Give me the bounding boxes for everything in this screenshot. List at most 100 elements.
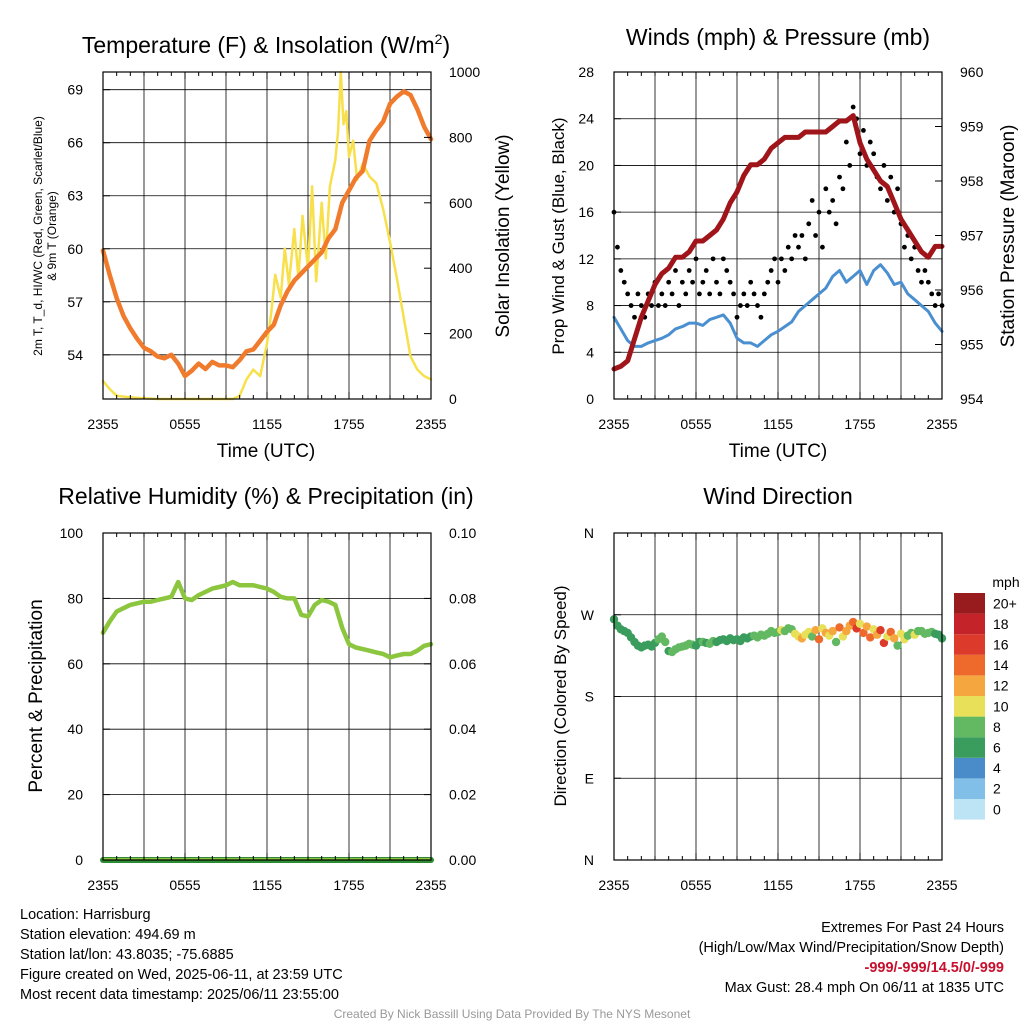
y-tick-label: 54 [67,347,83,363]
gust-point [936,291,941,297]
winds-panel: Winds (mph) & Pressure (mb) 2355 0555 1155… [549,24,1019,462]
y2-tick-label: 960 [960,64,984,80]
colorbar-label: 8 [993,719,1001,735]
gust-point [908,256,914,262]
colorbar-swatch [954,696,985,717]
temperature-ticks: 2355 0555 1155 1755 2355 54 57 60 63 66 69 0 200 400 6… [67,64,480,432]
gust-point [878,186,883,192]
y-tick-label: 20 [67,787,83,803]
gust-point [857,151,863,157]
gust-point [741,291,747,297]
solar-ylabel: Solar Insolation (Yellow) [493,134,514,337]
max-gust-text: Max Gust: 28.4 mph On 06/11 at 1835 UTC [724,980,1004,996]
x-tick-label: 1155 [252,416,282,432]
gust-point [881,163,887,168]
direction-point [859,628,868,638]
gust-point [703,268,709,273]
gust-point [932,303,938,308]
y-tick-label: N [584,525,594,541]
humidity-grid [103,533,431,860]
direction-panel-title: Wind Direction [703,483,853,509]
x-tick-label: 1155 [252,877,282,893]
gust-point [847,163,853,168]
y2-tick-label: 0.04 [449,721,476,737]
colorbar-swatch [954,593,985,614]
extremes-values: -999/-999/14.5/0/-999 [864,960,1004,976]
gust-point [843,139,849,145]
direction-point [835,623,844,632]
direction-point [876,625,885,635]
gust-point [830,198,836,203]
direction-point [855,619,865,629]
colorbar-label: 2 [993,781,1001,797]
gust-point [782,268,788,273]
direction-point [661,637,670,647]
x-tick-label: 2355 [415,877,446,893]
gust-point [785,244,791,250]
gust-point [628,303,634,308]
y2-tick-label: 957 [960,228,984,244]
x-tick-label: 2355 [415,416,446,432]
gust-point [673,268,678,273]
gust-point [690,279,695,285]
gust-point [826,209,832,215]
colorbar-swatch [954,799,985,820]
y-tick-label: 66 [67,135,83,151]
direction-point [866,633,875,642]
elevation-text: Station elevation: 494.69 m [20,927,196,943]
gust-point [748,279,754,285]
x-tick-label: 0555 [169,416,200,432]
x-tick-label: 2355 [598,877,629,893]
y2-tick-label: 1000 [449,64,480,80]
y2-tick-label: 800 [449,129,473,145]
y2-tick-label: 0 [449,391,457,407]
colorbar-swatch [954,634,985,655]
y-tick-label: 60 [67,656,83,672]
y-tick-label: 12 [578,251,594,267]
gust-point [700,279,706,285]
y-tick-label: 16 [578,204,594,220]
gust-point [888,174,894,180]
gust-point [618,268,624,273]
gust-point [679,279,685,285]
x-tick-label: 1755 [844,877,875,893]
gust-point [861,127,866,133]
y-tick-label: 24 [578,111,594,127]
y2-tick-label: 955 [960,337,984,353]
y-tick-label: 63 [67,188,83,204]
gust-point [850,104,856,110]
y2-tick-label: 0.02 [449,787,476,803]
gust-point [867,139,873,145]
gust-point [635,291,641,297]
gust-point [772,256,777,262]
gust-point [809,198,815,203]
direction-point [811,625,820,635]
direction-point [886,627,895,637]
x-tick-label: 1755 [333,416,364,432]
x-tick-label: 1755 [844,416,875,432]
winds-series [611,104,945,372]
humidity-panel: Relative Humidity (%) & Precipitation (i… [26,483,476,893]
gust-point [813,233,818,238]
gust-point [632,314,637,320]
gust-point [751,291,757,297]
y-tick-label: 28 [578,64,594,80]
y2-tick-label: 959 [960,119,984,135]
gust-point [820,244,825,250]
gust-point [758,314,764,320]
gust-point [799,233,805,238]
direction-panel: Wind Direction 2355 0555 1155 1755 2355NESWN… [551,483,1020,893]
x-tick-label: 2355 [87,416,118,432]
station-info: Location: Harrisburg Station elevation: … [20,905,343,1005]
gust-point [666,279,672,285]
gust-point [823,186,829,192]
extremes-subtitle: (High/Low/Max Wind/Precipitation/Snow De… [698,940,1004,956]
gust-point [649,303,654,308]
gust-point [625,291,631,297]
direction-point [831,637,841,647]
pressure-line [611,113,945,372]
temperature-ylabel-line1: 2m T, T_d, HI/WC (Red, Green, Scarlet/Bl… [31,116,45,356]
colorbar-label: 16 [993,637,1009,653]
gust-point [710,256,716,262]
y2-tick-label: 0.08 [449,590,476,606]
